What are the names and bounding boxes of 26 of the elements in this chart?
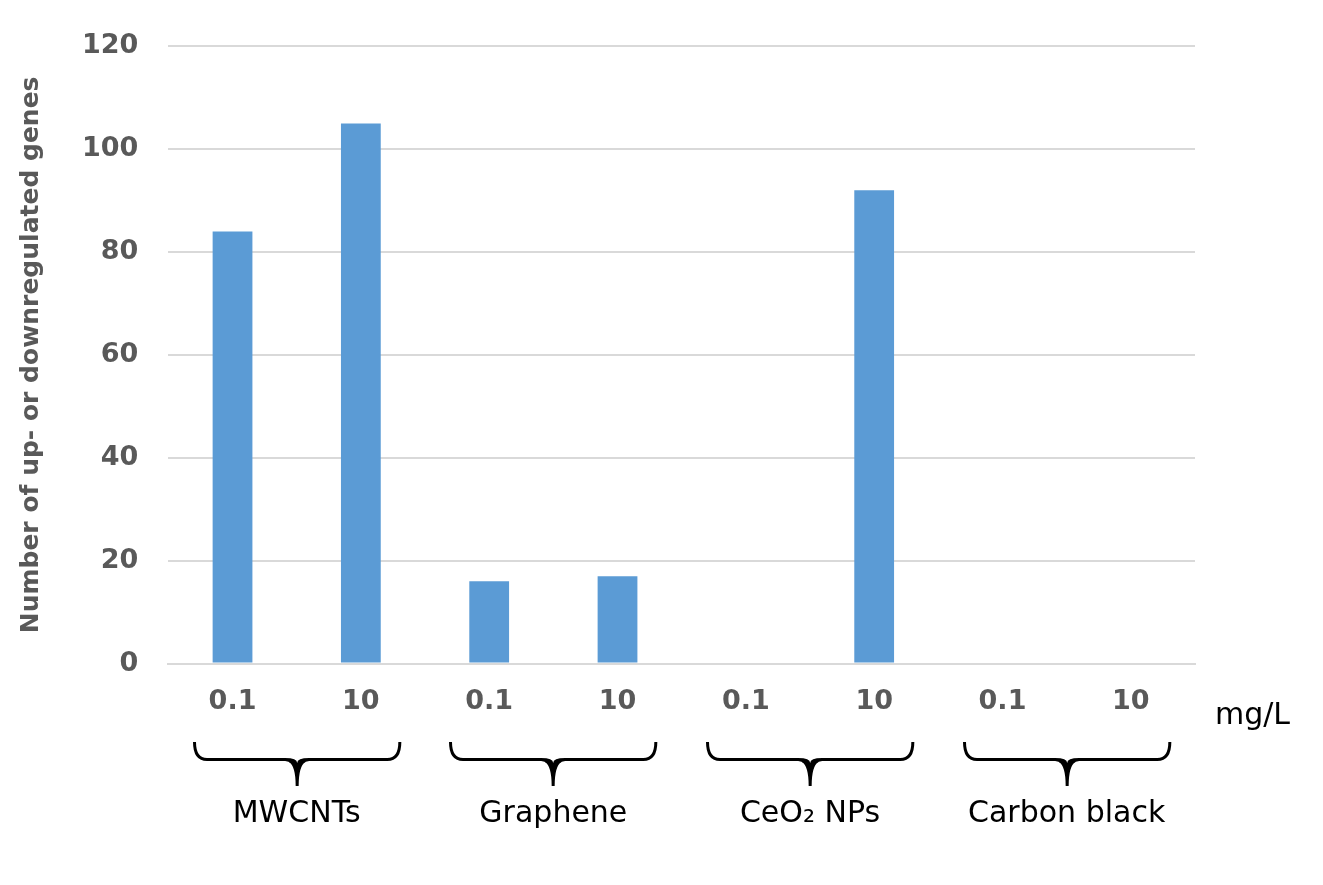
x-tick-label: 10	[598, 683, 637, 715]
text: CeO₂ NPs	[739, 793, 881, 829]
x-tick-label: 10	[855, 683, 893, 715]
bar	[854, 190, 895, 663]
y-tick-label: 100	[81, 131, 139, 163]
y-tick-label: 20	[100, 542, 139, 574]
x-tick-label: 10	[1112, 683, 1150, 715]
x-axis-title: mg/L	[1215, 695, 1291, 731]
bar	[469, 581, 510, 663]
x-tick-label: 0.1	[208, 683, 257, 715]
bar	[340, 123, 381, 663]
bar	[212, 231, 253, 663]
y-axis-title: Number of up- or downregulated genes	[14, 76, 44, 634]
y-tick-label: 120	[81, 28, 139, 60]
x-tick-label: 0.1	[465, 683, 514, 715]
text: MWCNTs	[232, 793, 361, 829]
bar	[597, 576, 638, 663]
y-tick-label: 60	[100, 336, 139, 368]
y-tick-label: 0	[119, 645, 139, 677]
y-tick-label: 40	[100, 439, 139, 471]
x-tick-label: 0.1	[721, 683, 770, 715]
x-tick-label: 10	[342, 683, 380, 715]
text: Graphene	[479, 793, 628, 829]
x-tick-label: 0.1	[978, 683, 1027, 715]
text: Carbon black	[968, 793, 1166, 829]
y-tick-label: 80	[100, 234, 139, 266]
